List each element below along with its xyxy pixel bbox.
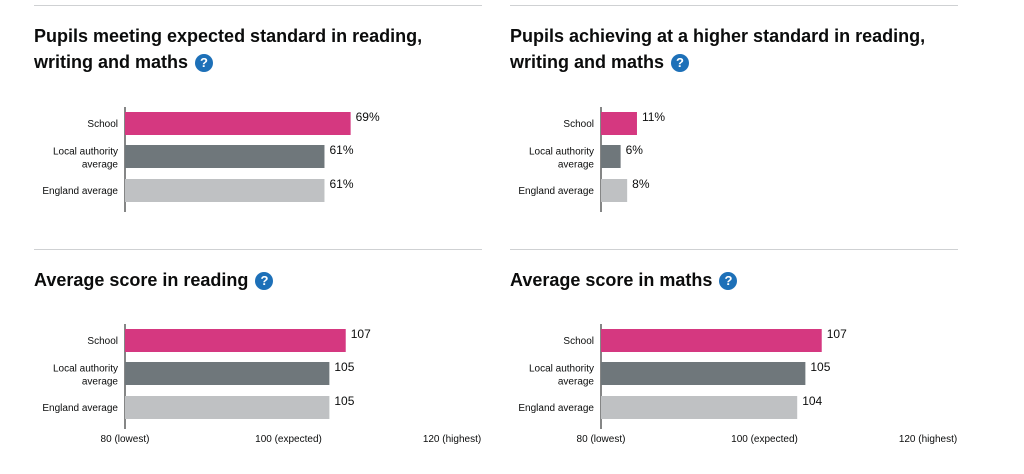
category-label-school: School xyxy=(563,119,594,130)
bar-school xyxy=(601,112,637,135)
category-label-england-average: England average xyxy=(42,403,118,414)
bar-school xyxy=(125,112,351,135)
bar-chart-reading-score: School 107 Local authority average 105 Englan… xyxy=(42,324,481,445)
value-label-local-authority-average: 6% xyxy=(626,143,644,157)
category-label-england-average: England average xyxy=(518,186,594,197)
chart-title: Pupils achieving at a higher standard in… xyxy=(510,23,950,75)
chart-title: Average score in maths ? xyxy=(510,267,950,293)
bar-england-average xyxy=(125,396,330,419)
value-label-england-average: 61% xyxy=(329,177,353,191)
chart-title-text: Average score in maths xyxy=(510,270,713,290)
bar-school xyxy=(125,329,346,352)
x-tick-label: 100 (expected) xyxy=(731,434,798,445)
bar-england-average xyxy=(125,179,325,202)
chart-title-text: Pupils meeting expected standard in read… xyxy=(34,26,423,72)
x-tick-label: 100 (expected) xyxy=(255,434,322,445)
value-label-england-average: 104 xyxy=(802,394,822,408)
category-label-local-authority-average: Local authority average xyxy=(53,364,118,388)
category-label-school: School xyxy=(563,336,594,347)
category-label-local-authority-average: Local authority average xyxy=(53,147,118,171)
section-divider xyxy=(34,249,482,250)
value-label-school: 11% xyxy=(642,110,665,124)
value-label-england-average: 8% xyxy=(632,177,650,191)
chart-title: Average score in reading ? xyxy=(34,267,474,293)
value-label-local-authority-average: 105 xyxy=(810,360,830,374)
section-divider xyxy=(510,249,958,250)
bar-chart-maths-score: School 107 Local authority average 105 Englan… xyxy=(518,324,957,445)
bar-england-average xyxy=(601,396,798,419)
bar-local-authority-average xyxy=(601,362,806,385)
x-tick-label: 120 (highest) xyxy=(899,434,957,445)
chart-title-text: Average score in reading xyxy=(34,270,249,290)
x-tick-label: 80 (lowest) xyxy=(577,434,626,445)
value-label-local-authority-average: 61% xyxy=(329,143,353,157)
value-label-school: 107 xyxy=(827,327,847,341)
value-label-england-average: 105 xyxy=(334,394,354,408)
section-divider xyxy=(510,5,958,6)
category-label-school: School xyxy=(87,336,118,347)
chart-title: Pupils meeting expected standard in read… xyxy=(34,23,474,75)
bar-school xyxy=(601,329,822,352)
bar-chart-higher-standard: School 11% Local authority average 6% England… xyxy=(518,107,665,212)
bar-local-authority-average xyxy=(601,145,621,168)
value-label-school: 107 xyxy=(351,327,371,341)
question-mark-icon[interactable]: ? xyxy=(671,54,690,72)
value-label-school: 69% xyxy=(356,110,380,124)
category-label-local-authority-average: Local authority average xyxy=(529,364,594,388)
question-mark-icon[interactable]: ? xyxy=(255,272,274,290)
bar-chart-expected-standard: School 69% Local authority average 61% Englan… xyxy=(42,107,380,212)
x-tick-label: 80 (lowest) xyxy=(101,434,150,445)
value-label-local-authority-average: 105 xyxy=(334,360,354,374)
bar-local-authority-average xyxy=(125,145,325,168)
section-divider xyxy=(34,5,482,6)
category-label-school: School xyxy=(87,119,118,130)
chart-title-text: Pupils achieving at a higher standard in… xyxy=(510,26,926,72)
category-label-england-average: England average xyxy=(42,186,118,197)
x-tick-label: 120 (highest) xyxy=(423,434,481,445)
category-label-england-average: England average xyxy=(518,403,594,414)
category-label-local-authority-average: Local authority average xyxy=(529,147,594,171)
bar-local-authority-average xyxy=(125,362,330,385)
question-mark-icon[interactable]: ? xyxy=(719,272,738,290)
question-mark-icon[interactable]: ? xyxy=(195,54,214,72)
bar-england-average xyxy=(601,179,628,202)
